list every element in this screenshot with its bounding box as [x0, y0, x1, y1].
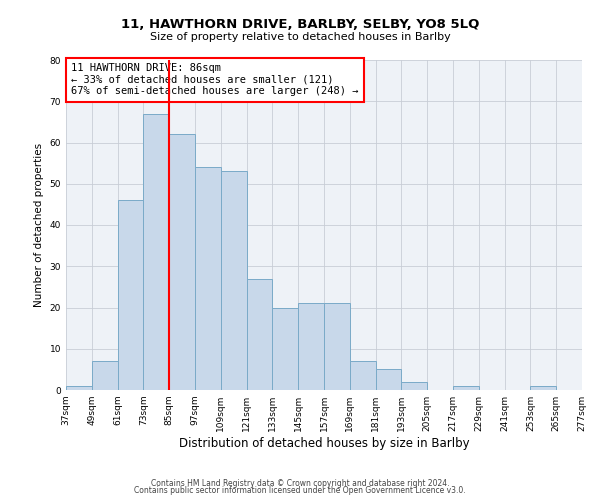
Bar [92, 361, 118, 390]
Bar [401, 382, 427, 390]
X-axis label: Distribution of detached houses by size in Barlby: Distribution of detached houses by size … [179, 437, 469, 450]
Bar [247, 278, 272, 390]
Bar [118, 200, 143, 390]
Bar [350, 361, 376, 390]
Text: 11, HAWTHORN DRIVE, BARLBY, SELBY, YO8 5LQ: 11, HAWTHORN DRIVE, BARLBY, SELBY, YO8 5… [121, 18, 479, 30]
Bar [272, 308, 298, 390]
Y-axis label: Number of detached properties: Number of detached properties [34, 143, 44, 307]
Bar [324, 304, 350, 390]
Bar [169, 134, 195, 390]
Text: 11 HAWTHORN DRIVE: 86sqm
← 33% of detached houses are smaller (121)
67% of semi-: 11 HAWTHORN DRIVE: 86sqm ← 33% of detach… [71, 64, 359, 96]
Text: Size of property relative to detached houses in Barlby: Size of property relative to detached ho… [149, 32, 451, 42]
Bar [195, 167, 221, 390]
Text: Contains public sector information licensed under the Open Government Licence v3: Contains public sector information licen… [134, 486, 466, 495]
Text: Contains HM Land Registry data © Crown copyright and database right 2024.: Contains HM Land Registry data © Crown c… [151, 478, 449, 488]
Bar [221, 172, 247, 390]
Bar [66, 386, 92, 390]
Bar [530, 386, 556, 390]
Bar [298, 304, 324, 390]
Bar [143, 114, 169, 390]
Bar [453, 386, 479, 390]
Bar [582, 386, 600, 390]
Bar [376, 370, 401, 390]
